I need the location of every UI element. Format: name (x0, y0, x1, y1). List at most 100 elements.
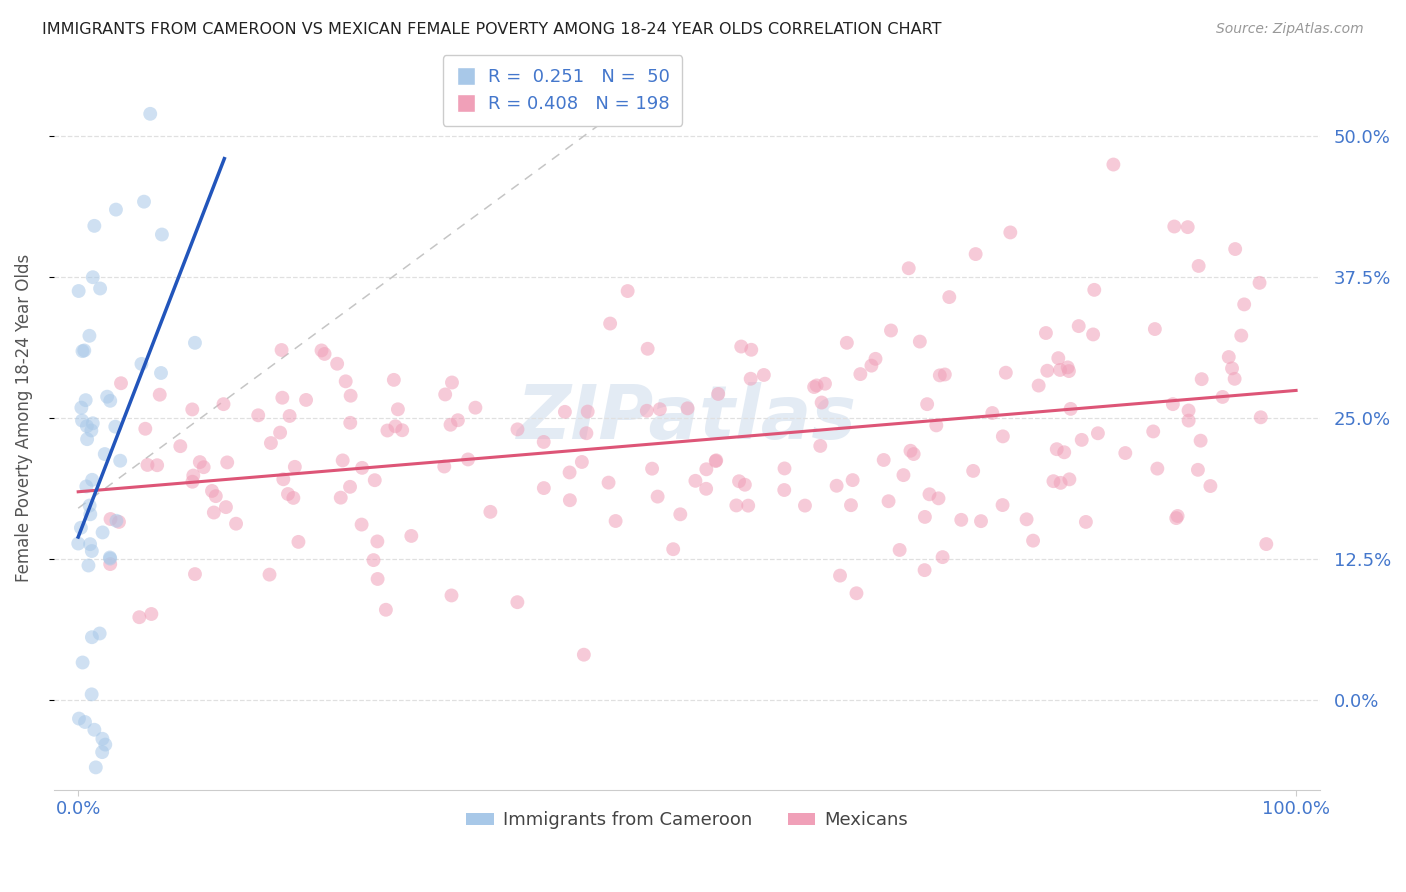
Point (599, 317, 621, 331)
Point (877, 494, 900, 508)
Point (401, 529, 423, 543)
Point (150, 366, 173, 380)
Point (366, 534, 388, 549)
Point (506, 595, 529, 609)
Point (110, 376, 132, 391)
Point (278, 409, 301, 423)
Point (925, 418, 948, 433)
Point (377, 424, 399, 438)
Point (350, 517, 373, 532)
Point (202, 506, 225, 520)
Point (704, 454, 727, 468)
Point (82, 270, 104, 285)
Point (79, 499, 101, 513)
Point (506, 422, 529, 436)
Point (440, 589, 463, 603)
Point (181, 468, 204, 483)
Point (728, 475, 751, 489)
Point (835, 335, 858, 350)
Point (98, 551, 121, 566)
Point (1083, 283, 1105, 297)
Point (1047, 351, 1070, 366)
Point (669, 508, 692, 522)
Point (184, 567, 207, 582)
Point (991, 429, 1014, 443)
Point (184, 335, 207, 350)
Point (1042, 474, 1064, 488)
Point (1143, 322, 1166, 336)
Point (636, 404, 658, 418)
Point (662, 542, 685, 557)
Point (740, 372, 762, 386)
Point (1015, 512, 1038, 526)
Point (1081, 327, 1104, 342)
Point (335, 375, 357, 389)
Point (900, 443, 922, 458)
Point (695, 482, 717, 496)
Point (76, 419, 98, 434)
Point (98, 393, 121, 408)
Point (707, 387, 730, 401)
Point (80, 424, 103, 438)
Point (134, 422, 156, 436)
Point (79, 508, 101, 522)
Point (873, 453, 896, 467)
Point (897, 261, 920, 276)
Point (479, 505, 502, 519)
Point (273, 472, 295, 486)
Point (1046, 442, 1069, 457)
Point (367, 572, 389, 586)
Point (839, 498, 862, 512)
Point (970, 514, 993, 528)
Point (773, 483, 796, 497)
Point (1056, 360, 1078, 375)
Point (314, 347, 336, 361)
Point (73, 714, 96, 729)
Point (575, 426, 598, 441)
Point (84, 760, 107, 774)
Point (908, 334, 931, 349)
Legend: Immigrants from Cameroon, Mexicans: Immigrants from Cameroon, Mexicans (460, 805, 915, 837)
Point (73, 343, 96, 358)
Point (225, 516, 247, 531)
Point (1189, 434, 1212, 448)
Point (75, 479, 97, 493)
Point (1146, 461, 1168, 475)
Point (794, 499, 817, 513)
Point (260, 436, 283, 450)
Point (928, 368, 950, 383)
Point (464, 401, 486, 415)
Point (332, 453, 354, 467)
Point (387, 402, 409, 417)
Point (1057, 364, 1080, 378)
Point (76, 432, 98, 446)
Point (89, 626, 111, 640)
Point (647, 490, 669, 504)
Point (730, 339, 752, 353)
Point (67, 284, 90, 298)
Point (1177, 220, 1199, 235)
Point (1167, 508, 1189, 523)
Point (82, 417, 104, 431)
Point (215, 500, 238, 515)
Point (77, 558, 100, 573)
Point (149, 387, 172, 401)
Point (217, 455, 239, 469)
Point (295, 392, 318, 407)
Point (576, 404, 599, 418)
Point (212, 397, 235, 411)
Point (1114, 446, 1136, 460)
Point (82, 473, 104, 487)
Point (326, 357, 349, 371)
Point (928, 491, 950, 506)
Point (860, 359, 883, 373)
Point (1188, 259, 1211, 273)
Point (938, 290, 960, 304)
Point (1161, 397, 1184, 411)
Point (554, 405, 576, 419)
Point (91, 745, 114, 759)
Point (533, 434, 555, 449)
Point (98, 550, 121, 565)
Point (1177, 403, 1199, 417)
Point (193, 460, 215, 475)
